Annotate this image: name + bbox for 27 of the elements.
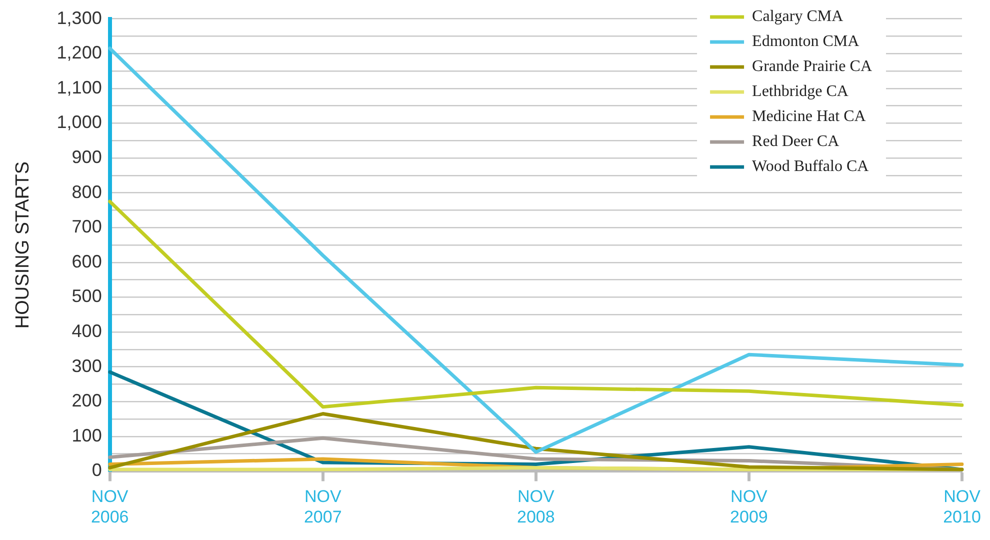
y-tick-label: 300: [72, 356, 102, 376]
y-tick-label: 600: [72, 251, 102, 272]
legend-label: Grande Prairie CA: [752, 58, 872, 76]
legend-label: Red Deer CA: [752, 133, 840, 150]
y-tick-label: 400: [72, 320, 102, 341]
y-tick-label: 1,200: [56, 42, 102, 63]
y-tick-label: 1,000: [56, 112, 102, 132]
x-tick-label: NOV 2010: [943, 487, 982, 526]
y-tick-label: 800: [72, 182, 102, 202]
y-tick-label: 1,300: [56, 8, 102, 28]
y-tick-label: 500: [72, 286, 102, 306]
y-tick-label: 700: [72, 216, 102, 237]
legend-label: Calgary CMA: [752, 8, 844, 26]
y-tick-label: 100: [72, 425, 102, 446]
y-tick-label: 900: [72, 146, 102, 167]
legend-label: Lethbridge CA: [752, 83, 849, 100]
x-tick-label: NOV 2009: [730, 487, 768, 526]
y-axis-title: HOUSING STARTS: [12, 161, 34, 329]
y-tick-label: 200: [72, 390, 102, 411]
x-tick-label: NOV 2006: [90, 487, 129, 526]
legend-label: Edmonton CMA: [752, 33, 860, 50]
y-tick-label: 1,100: [56, 77, 102, 98]
legend-label: Medicine Hat CA: [752, 108, 866, 126]
x-tick-label: NOV 2008: [517, 487, 555, 526]
y-tick-label: 0: [92, 460, 102, 480]
x-tick-label: NOV 2007: [304, 487, 342, 526]
legend-label: Wood Buffalo CA: [752, 158, 870, 176]
